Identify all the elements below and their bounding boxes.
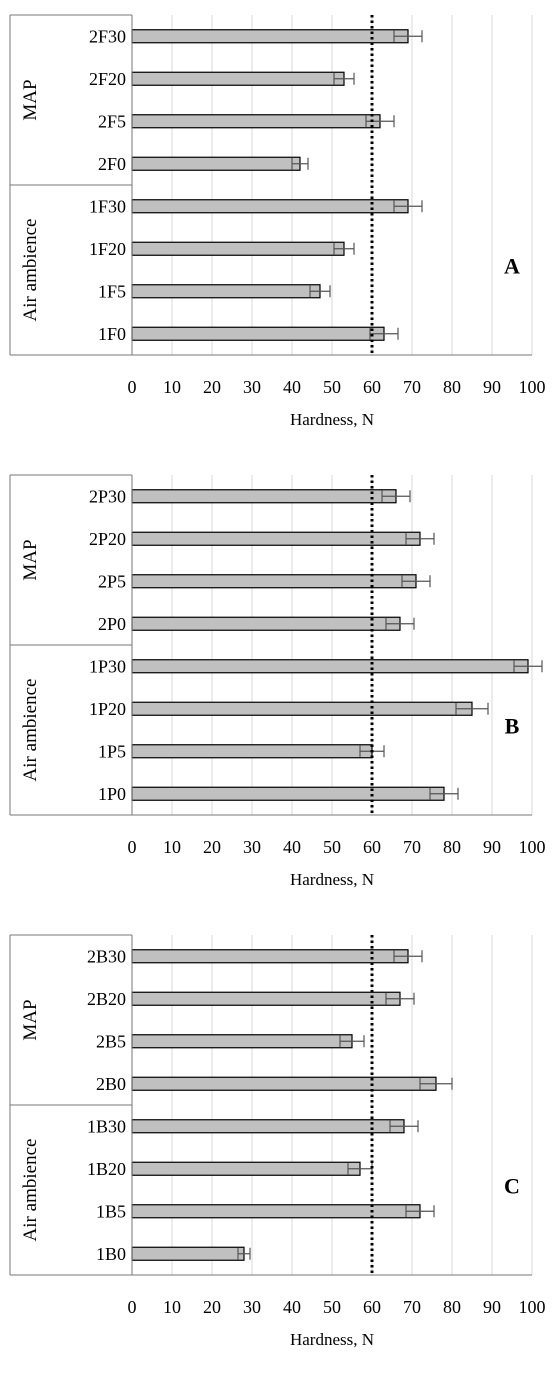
bar-2F5 xyxy=(131,114,381,129)
bar-1P30 xyxy=(131,659,529,674)
x-tick-label: 0 xyxy=(128,377,137,397)
category-label: 1B0 xyxy=(96,1244,126,1264)
group-label: MAP xyxy=(20,79,41,120)
x-tick-label: 100 xyxy=(519,837,546,857)
bar-2F30 xyxy=(131,29,409,44)
category-label: 1F30 xyxy=(89,196,126,216)
group-label: MAP xyxy=(20,999,41,1040)
x-tick-label: 10 xyxy=(163,377,181,397)
x-tick-label: 0 xyxy=(128,837,137,857)
x-tick-label: 10 xyxy=(163,837,181,857)
category-label: 1B5 xyxy=(96,1201,126,1221)
x-tick-label: 20 xyxy=(203,1297,221,1317)
x-tick-label: 40 xyxy=(283,1297,301,1317)
x-tick-label: 90 xyxy=(483,837,501,857)
x-axis-title: Hardness, N xyxy=(290,1330,374,1349)
bar-1B0 xyxy=(131,1246,245,1261)
bar-1F20 xyxy=(131,241,345,256)
category-label: 2F20 xyxy=(89,69,126,89)
x-tick-label: 80 xyxy=(443,1297,461,1317)
x-tick-label: 30 xyxy=(243,377,261,397)
category-label: 2B5 xyxy=(96,1031,126,1051)
category-label: 1P5 xyxy=(98,741,126,761)
bar-2F0 xyxy=(131,156,301,171)
category-label: 2F0 xyxy=(98,154,126,174)
category-label: 2P30 xyxy=(89,486,126,506)
x-tick-label: 30 xyxy=(243,1297,261,1317)
category-label: 2B0 xyxy=(96,1074,126,1094)
chart-panel-B: 2P30 2P20 2P5 2P0 1P30 1P20 1P5 1P0 MAP Air ambie… xyxy=(9,474,546,889)
category-label: 1F20 xyxy=(89,239,126,259)
x-tick-label: 70 xyxy=(403,377,421,397)
category-label: 1B20 xyxy=(87,1159,126,1179)
x-tick-label: 80 xyxy=(443,377,461,397)
x-tick-label: 40 xyxy=(283,837,301,857)
category-label: 2P20 xyxy=(89,529,126,549)
category-label: 1P0 xyxy=(98,784,126,804)
x-tick-label: 20 xyxy=(203,377,221,397)
bar-1F0 xyxy=(131,326,385,341)
x-tick-label: 70 xyxy=(403,1297,421,1317)
panel-label: C xyxy=(504,1173,520,1198)
chart-panel-C: 2B30 2B20 2B5 2B0 1B30 1B20 1B5 1B0 MAP Air ambie… xyxy=(9,934,546,1349)
category-label: 1F5 xyxy=(98,281,126,301)
x-tick-label: 60 xyxy=(363,1297,381,1317)
category-label: 2F5 xyxy=(98,111,126,131)
category-label: 2P5 xyxy=(98,571,126,591)
bar-2F20 xyxy=(131,71,345,86)
x-axis-title: Hardness, N xyxy=(290,870,374,889)
category-label: 2B20 xyxy=(87,989,126,1009)
bar-1F30 xyxy=(131,199,409,214)
category-label: 1B30 xyxy=(87,1116,126,1136)
panel-label: B xyxy=(505,713,520,738)
x-tick-label: 50 xyxy=(323,837,341,857)
group-label: Air ambience xyxy=(20,219,41,322)
x-tick-label: 100 xyxy=(519,1297,546,1317)
bar-2P20 xyxy=(131,531,421,546)
x-tick-label: 80 xyxy=(443,837,461,857)
bar-2B5 xyxy=(131,1034,353,1049)
bar-1F5 xyxy=(131,284,321,299)
x-axis-title: Hardness, N xyxy=(290,410,374,429)
category-label: 1F0 xyxy=(98,324,126,344)
group-label: Air ambience xyxy=(20,679,41,782)
x-tick-label: 60 xyxy=(363,377,381,397)
chart-panel-A: 2F30 2F20 2F5 2F0 1F30 1F20 1F5 1F0 MAP Air ambie… xyxy=(9,14,546,429)
x-tick-label: 60 xyxy=(363,837,381,857)
x-tick-label: 90 xyxy=(483,1297,501,1317)
category-label: 2B30 xyxy=(87,946,126,966)
x-tick-label: 0 xyxy=(128,1297,137,1317)
x-tick-label: 90 xyxy=(483,377,501,397)
bar-1B30 xyxy=(131,1119,405,1134)
bar-2B20 xyxy=(131,991,401,1006)
bar-1B5 xyxy=(131,1204,421,1219)
x-tick-label: 100 xyxy=(519,377,546,397)
x-tick-label: 20 xyxy=(203,837,221,857)
panel-label: A xyxy=(504,253,520,278)
x-tick-label: 40 xyxy=(283,377,301,397)
category-label: 2F30 xyxy=(89,26,126,46)
category-label: 1P20 xyxy=(89,699,126,719)
x-tick-label: 30 xyxy=(243,837,261,857)
bar-2B0 xyxy=(131,1076,437,1091)
x-tick-label: 70 xyxy=(403,837,421,857)
bar-1B20 xyxy=(131,1161,361,1176)
category-label: 2P0 xyxy=(98,614,126,634)
x-tick-label: 50 xyxy=(323,1297,341,1317)
bar-1P0 xyxy=(131,786,445,801)
category-label: 1P30 xyxy=(89,656,126,676)
bar-2P30 xyxy=(131,489,397,504)
bar-2B30 xyxy=(131,949,409,964)
x-tick-label: 50 xyxy=(323,377,341,397)
group-label: Air ambience xyxy=(20,1139,41,1242)
bar-1P5 xyxy=(131,744,373,759)
bar-1P20 xyxy=(131,701,473,716)
x-tick-label: 10 xyxy=(163,1297,181,1317)
group-label: MAP xyxy=(20,539,41,580)
bar-2P0 xyxy=(131,616,401,631)
